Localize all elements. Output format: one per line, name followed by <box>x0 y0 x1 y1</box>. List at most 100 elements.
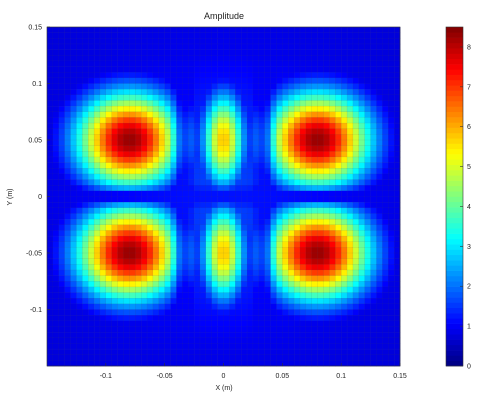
heatmap-cell <box>52 179 60 186</box>
heatmap-cell <box>193 331 201 339</box>
heatmap-cell <box>93 77 101 84</box>
heatmap-cell <box>182 303 189 310</box>
heatmap-cell <box>305 43 313 51</box>
heatmap-cell <box>246 235 254 243</box>
colorbar-segment <box>446 159 463 166</box>
heatmap-cell <box>341 218 348 226</box>
heatmap-cell <box>205 117 213 124</box>
heatmap-cell <box>123 326 130 333</box>
heatmap-cell <box>258 145 266 152</box>
heatmap-cell <box>105 111 113 118</box>
heatmap-cell <box>299 185 307 192</box>
heatmap-cell <box>364 207 372 214</box>
heatmap-cell <box>199 55 207 62</box>
heatmap-cell <box>305 32 313 39</box>
heatmap-cell <box>146 122 154 130</box>
heatmap-cell <box>58 162 66 169</box>
heatmap-cell <box>346 55 354 62</box>
heatmap-cell <box>129 60 136 68</box>
heatmap-cell <box>270 320 277 327</box>
heatmap-cell <box>223 139 230 147</box>
heatmap-cell <box>270 77 277 84</box>
heatmap-cell <box>276 281 283 288</box>
heatmap-cell <box>229 343 236 350</box>
heatmap-cell <box>176 309 183 316</box>
heatmap-cell <box>211 348 219 356</box>
heatmap-cell <box>229 196 236 203</box>
heatmap-cell <box>188 230 195 237</box>
heatmap-cell <box>376 286 383 293</box>
heatmap-cell <box>246 331 254 339</box>
heatmap-cell <box>188 26 195 34</box>
heatmap-cell <box>252 343 260 350</box>
heatmap-cell <box>217 38 224 45</box>
heatmap-cell <box>88 100 95 107</box>
heatmap-cell <box>152 100 160 107</box>
heatmap-cell <box>111 275 119 282</box>
heatmap-cell <box>182 207 189 214</box>
heatmap-cell <box>264 252 272 260</box>
heatmap-cell <box>246 162 254 169</box>
heatmap-cell <box>246 94 254 101</box>
heatmap-cell <box>346 343 354 350</box>
heatmap-cell <box>164 111 171 118</box>
heatmap-cell <box>293 314 301 322</box>
heatmap-cell <box>388 83 395 90</box>
heatmap-cell <box>235 94 242 101</box>
colorbar-segment <box>446 297 463 303</box>
heatmap-cell <box>193 185 201 192</box>
heatmap-cell <box>376 303 383 310</box>
heatmap-cell <box>105 162 113 169</box>
heatmap-cell <box>99 145 107 152</box>
heatmap-cell <box>188 38 195 45</box>
heatmap-cell <box>240 218 248 226</box>
heatmap-cell <box>246 320 254 327</box>
heatmap-cell <box>311 264 319 271</box>
heatmap-cell <box>176 55 183 62</box>
heatmap-cell <box>270 281 277 288</box>
heatmap-cell <box>364 269 372 277</box>
heatmap-cell <box>164 298 171 305</box>
heatmap-cell <box>282 292 289 299</box>
heatmap-cell <box>382 83 389 90</box>
heatmap-cell <box>288 111 295 118</box>
heatmap-cell <box>299 298 307 305</box>
heatmap-cell <box>352 292 360 299</box>
heatmap-cell <box>393 49 401 56</box>
heatmap-cell <box>370 139 377 147</box>
heatmap-cell <box>170 269 177 277</box>
heatmap-cell <box>146 348 154 356</box>
heatmap-cell <box>199 134 207 141</box>
heatmap-cell <box>358 66 366 73</box>
heatmap-cell <box>70 26 77 34</box>
heatmap-cell <box>76 190 83 197</box>
heatmap-cell <box>323 354 330 361</box>
heatmap-cell <box>140 32 148 39</box>
heatmap-cell <box>46 201 54 209</box>
heatmap-cell <box>305 218 313 226</box>
heatmap-cell <box>352 303 360 310</box>
heatmap-cell <box>211 168 219 175</box>
heatmap-cell <box>358 173 366 180</box>
heatmap-cell <box>152 72 160 79</box>
heatmap-cell <box>235 122 242 130</box>
heatmap-cell <box>388 331 395 339</box>
heatmap-cell <box>288 173 295 180</box>
heatmap-cell <box>293 38 301 45</box>
heatmap-cell <box>64 264 71 271</box>
heatmap-cell <box>246 49 254 56</box>
heatmap-cell <box>70 275 77 282</box>
heatmap-cell <box>329 286 336 293</box>
heatmap-cell <box>170 348 177 356</box>
x-axis-label: X (m) <box>215 385 232 392</box>
heatmap-cell <box>199 292 207 299</box>
heatmap-cell <box>211 105 219 113</box>
heatmap-cell <box>364 331 372 339</box>
heatmap-cell <box>205 218 213 226</box>
heatmap-cell <box>346 43 354 51</box>
heatmap-cell <box>240 32 248 39</box>
heatmap-cell <box>46 128 54 135</box>
heatmap-cell <box>205 331 213 339</box>
heatmap-cell <box>99 55 107 62</box>
